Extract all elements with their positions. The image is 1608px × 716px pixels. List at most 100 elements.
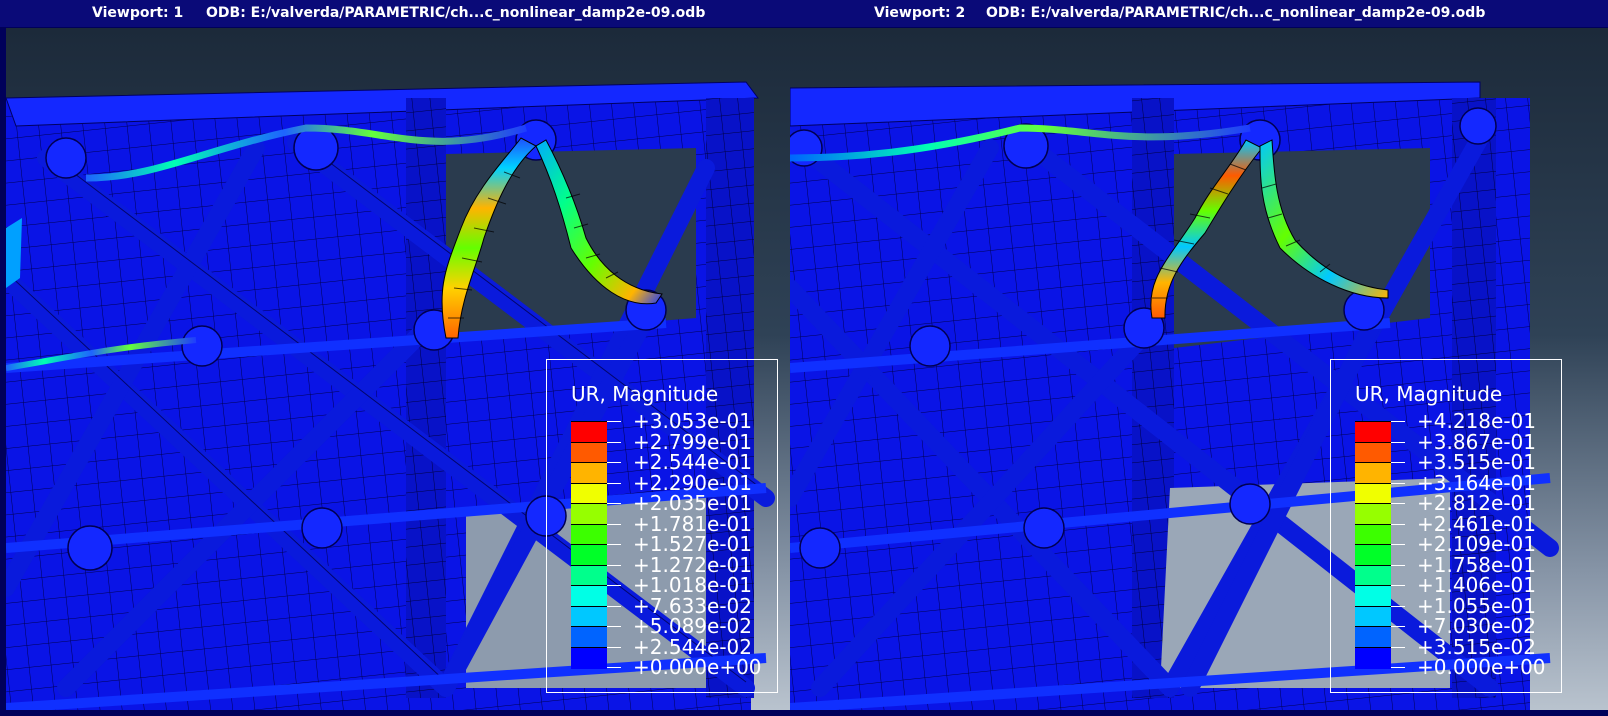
legend-swatch	[571, 441, 607, 464]
legend-value: +2.544e-02	[633, 634, 752, 659]
legend-row: +3.867e-01	[1331, 429, 1563, 464]
legend-swatch	[1355, 421, 1391, 443]
legend-swatch	[1355, 605, 1391, 628]
legend-swatch	[571, 462, 607, 484]
legend-value: +2.799e-01	[633, 429, 752, 454]
viewport-1-label: Viewport: 1	[92, 5, 184, 21]
legend-row: +1.781e-01	[547, 514, 779, 546]
legend-row: +2.461e-01	[1331, 511, 1563, 546]
legend-tick	[1391, 564, 1405, 566]
legend-swatch	[571, 544, 607, 566]
legend-value: +3.164e-01	[1417, 470, 1536, 495]
viewport-1-canvas[interactable]: UR, Magnitude +3.053e-01 +2.799e-01 +2.544…	[6, 28, 798, 710]
legend-row: +1.527e-01	[547, 532, 779, 566]
viewport-2-legend: UR, Magnitude +4.218e-01 +3.867e-01 +3.515…	[1330, 359, 1562, 693]
legend-swatch	[1355, 544, 1391, 566]
legend-value: +1.527e-01	[633, 532, 752, 556]
legend-swatch	[571, 605, 607, 628]
legend-row: +2.544e-01	[547, 450, 779, 484]
legend-value: +0.000e+00	[633, 655, 762, 679]
legend-value: +1.272e-01	[633, 552, 752, 577]
legend-swatch	[571, 421, 607, 443]
legend-swatch	[1355, 523, 1391, 546]
legend-value: +1.406e-01	[1417, 573, 1536, 597]
legend-tick	[607, 421, 621, 422]
legend-swatch	[571, 626, 607, 648]
legend-row: +7.633e-02	[547, 596, 779, 628]
legend-row: +1.055e-01	[1331, 593, 1563, 628]
legend-row: +0.000e+00	[547, 657, 779, 678]
legend-swatch	[571, 564, 607, 587]
legend-row: +2.799e-01	[547, 429, 779, 464]
legend-swatch	[1355, 482, 1391, 505]
legend-value: +5.089e-02	[633, 614, 752, 638]
legend-row: +2.290e-01	[547, 470, 779, 505]
legend-row: +2.544e-02	[547, 634, 779, 669]
legend-tick	[1391, 421, 1405, 422]
legend-tick	[607, 441, 621, 443]
legend-title: UR, Magnitude	[1355, 382, 1503, 406]
legend-tick	[607, 667, 621, 668]
viewport-1-title-bar[interactable]: Viewport: 1 ODB: E:/valverda/PARAMETRIC/…	[0, 0, 798, 27]
legend-tick	[607, 544, 621, 545]
legend-value: +3.515e-01	[1417, 450, 1536, 474]
legend-tick	[607, 585, 621, 586]
legend-tick	[607, 646, 621, 648]
legend-row: +2.109e-01	[1331, 534, 1563, 566]
legend-swatch	[571, 482, 607, 505]
legend-value: +3.867e-01	[1417, 429, 1536, 454]
legend-row: +2.035e-01	[547, 491, 779, 525]
legend-swatch	[1355, 646, 1391, 669]
legend-swatch	[571, 523, 607, 546]
legend-tick	[607, 605, 621, 607]
viewport-1-legend: UR, Magnitude +3.053e-01 +2.799e-01 +2.544…	[546, 359, 778, 693]
legend-swatch	[1355, 626, 1391, 648]
legend-row: +3.515e-02	[1331, 634, 1563, 669]
legend-swatch	[1355, 462, 1391, 484]
legend-value: +2.544e-01	[633, 450, 752, 474]
viewport-1-model	[6, 81, 775, 710]
legend-swatch	[1355, 503, 1391, 525]
viewport-1-odb-path: ODB: E:/valverda/PARAMETRIC/ch...c_nonli…	[206, 5, 706, 21]
viewport-2[interactable]: Viewport: 2 ODB: E:/valverda/PARAMETRIC/…	[784, 0, 1608, 716]
legend-value: +2.290e-01	[633, 470, 752, 495]
legend-row: +1.406e-01	[1331, 573, 1563, 607]
legend-value: +2.812e-01	[1417, 491, 1536, 515]
viewport-2-label: Viewport: 2	[874, 5, 966, 21]
legend-swatch	[571, 646, 607, 669]
legend-row: +1.018e-01	[547, 575, 779, 607]
legend-value: +1.055e-01	[1417, 593, 1536, 618]
legend-value: +1.758e-01	[1417, 552, 1536, 577]
legend-row: +1.758e-01	[1331, 552, 1563, 587]
legend-row: +3.164e-01	[1331, 470, 1563, 505]
legend-tick	[607, 482, 621, 484]
legend-row: +4.218e-01	[1331, 411, 1563, 443]
legend-tick	[607, 564, 621, 566]
legend-value: +0.000e+00	[1417, 655, 1546, 679]
legend-swatch	[1355, 585, 1391, 607]
viewport-2-title-bar[interactable]: Viewport: 2 ODB: E:/valverda/PARAMETRIC/…	[784, 0, 1608, 27]
legend-tick	[607, 626, 621, 627]
legend-row: +7.030e-02	[1331, 616, 1563, 648]
legend-tick	[1391, 585, 1405, 586]
legend-value: +2.461e-01	[1417, 511, 1536, 536]
legend-value: +3.515e-02	[1417, 634, 1536, 659]
viewport-2-odb-path: ODB: E:/valverda/PARAMETRIC/ch...c_nonli…	[986, 5, 1486, 21]
legend-row: +5.089e-02	[547, 614, 779, 648]
legend-tick	[1391, 441, 1405, 443]
legend-row: +3.515e-01	[1331, 450, 1563, 484]
legend-tick	[1391, 482, 1405, 484]
legend-tick	[1391, 462, 1405, 463]
legend-row: +0.000e+00	[1331, 657, 1563, 678]
legend-value: +3.053e-01	[633, 409, 752, 433]
legend-tick	[1391, 605, 1405, 607]
viewport-1[interactable]: Viewport: 1 ODB: E:/valverda/PARAMETRIC/…	[0, 0, 798, 716]
legend-row: +3.053e-01	[547, 409, 779, 443]
legend-value: +2.035e-01	[633, 491, 752, 515]
legend-tick	[607, 462, 621, 463]
legend-swatch	[571, 585, 607, 607]
legend-tick	[1391, 503, 1405, 504]
legend-tick	[1391, 544, 1405, 545]
legend-swatch	[1355, 564, 1391, 587]
viewport-2-canvas[interactable]: UR, Magnitude +4.218e-01 +3.867e-01 +3.515…	[790, 28, 1608, 710]
